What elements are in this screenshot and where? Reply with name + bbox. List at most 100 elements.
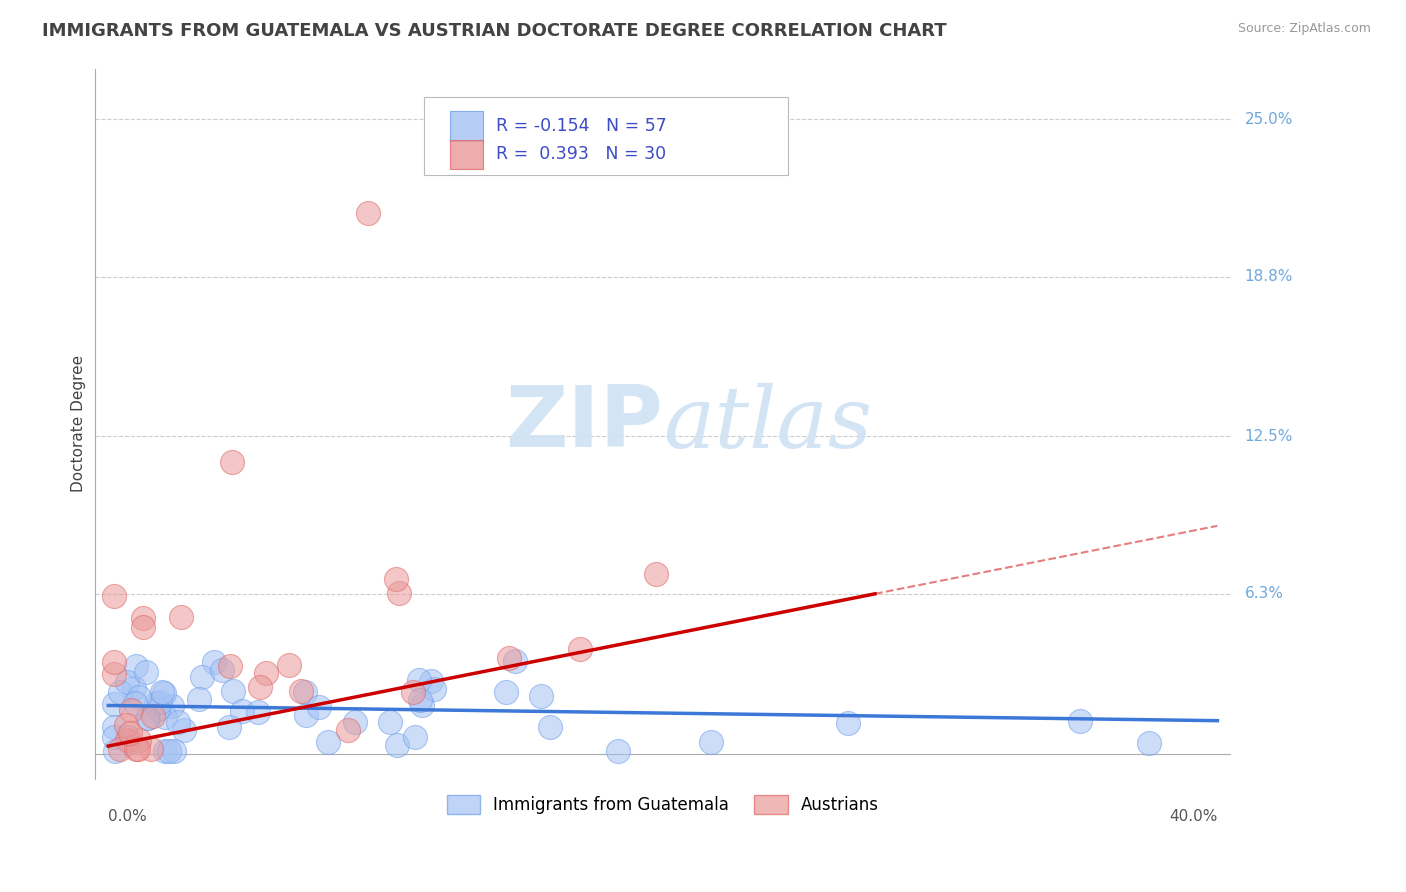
Point xyxy=(409,693,432,707)
Point xyxy=(503,654,526,668)
Point xyxy=(1069,714,1091,729)
Point xyxy=(404,731,426,745)
Point xyxy=(606,744,628,758)
Point xyxy=(173,723,195,738)
Point xyxy=(278,657,301,672)
Point xyxy=(152,686,174,700)
Point xyxy=(530,689,553,703)
Point xyxy=(188,692,211,706)
Text: Source: ZipAtlas.com: Source: ZipAtlas.com xyxy=(1237,22,1371,36)
Point xyxy=(336,723,359,737)
Point xyxy=(231,704,253,718)
Point xyxy=(103,655,125,669)
Point xyxy=(221,455,243,469)
Point xyxy=(408,673,430,687)
Point xyxy=(157,744,180,758)
Point xyxy=(136,711,159,725)
Text: atlas: atlas xyxy=(662,383,872,465)
Point xyxy=(153,743,176,757)
Text: ZIP: ZIP xyxy=(505,383,662,466)
Point xyxy=(167,715,190,730)
Point xyxy=(108,741,131,756)
Point xyxy=(141,741,163,756)
FancyBboxPatch shape xyxy=(425,97,787,175)
Point xyxy=(495,685,517,699)
Point xyxy=(290,684,312,698)
Point xyxy=(132,620,155,634)
Point xyxy=(125,741,148,756)
Point xyxy=(118,734,141,748)
Point xyxy=(700,734,723,748)
Text: IMMIGRANTS FROM GUATEMALA VS AUSTRIAN DOCTORATE DEGREE CORRELATION CHART: IMMIGRANTS FROM GUATEMALA VS AUSTRIAN DO… xyxy=(42,22,946,40)
Point xyxy=(249,681,271,695)
Point xyxy=(122,681,145,695)
Point xyxy=(103,731,125,745)
Point xyxy=(128,733,150,747)
Point xyxy=(316,735,339,749)
Point xyxy=(150,685,173,699)
Point xyxy=(132,611,155,625)
Point xyxy=(120,703,142,717)
Text: R =  0.393   N = 30: R = 0.393 N = 30 xyxy=(496,145,666,163)
Point xyxy=(218,659,240,673)
Point xyxy=(115,674,138,689)
Point xyxy=(127,741,149,756)
Text: 0.0%: 0.0% xyxy=(108,810,148,824)
Point xyxy=(202,655,225,669)
Point xyxy=(190,670,212,684)
Point xyxy=(246,705,269,719)
Point xyxy=(420,674,443,689)
Point xyxy=(294,685,316,699)
Point xyxy=(254,665,277,680)
Point xyxy=(149,695,172,709)
Text: R = -0.154   N = 57: R = -0.154 N = 57 xyxy=(496,117,666,135)
Point xyxy=(103,589,125,603)
Point xyxy=(128,690,150,704)
Point xyxy=(385,572,408,586)
Point xyxy=(423,682,446,697)
Point xyxy=(380,715,402,730)
Y-axis label: Doctorate Degree: Doctorate Degree xyxy=(72,355,86,492)
Text: 25.0%: 25.0% xyxy=(1244,112,1294,127)
Point xyxy=(142,708,165,723)
Point xyxy=(135,665,157,679)
Point xyxy=(294,708,316,723)
Point xyxy=(411,698,433,713)
Point xyxy=(104,744,127,758)
Point xyxy=(160,699,183,714)
Point xyxy=(538,720,561,734)
Point xyxy=(103,698,125,712)
Point xyxy=(211,663,233,677)
Text: 6.3%: 6.3% xyxy=(1244,586,1284,601)
Point xyxy=(115,733,138,747)
Point xyxy=(388,586,411,600)
Point xyxy=(162,744,184,758)
Point xyxy=(117,730,139,744)
Point xyxy=(1137,736,1160,750)
Point xyxy=(402,685,425,699)
Point xyxy=(343,715,366,730)
Point xyxy=(218,720,240,734)
Point xyxy=(124,696,146,710)
Point xyxy=(114,717,136,731)
Point xyxy=(103,720,125,734)
Point xyxy=(569,642,592,657)
FancyBboxPatch shape xyxy=(450,112,484,141)
Point xyxy=(308,700,330,714)
Point xyxy=(155,710,177,724)
Point xyxy=(103,666,125,681)
Text: 12.5%: 12.5% xyxy=(1244,429,1294,444)
Text: 40.0%: 40.0% xyxy=(1168,810,1218,824)
FancyBboxPatch shape xyxy=(450,139,484,169)
Point xyxy=(118,726,141,740)
Point xyxy=(146,702,169,716)
Point xyxy=(125,658,148,673)
Point xyxy=(135,711,157,725)
Point xyxy=(498,651,520,665)
Point xyxy=(837,716,859,731)
Point xyxy=(108,685,131,699)
Point xyxy=(145,696,167,710)
Text: 18.8%: 18.8% xyxy=(1244,269,1294,285)
Point xyxy=(169,610,191,624)
Point xyxy=(645,566,668,581)
